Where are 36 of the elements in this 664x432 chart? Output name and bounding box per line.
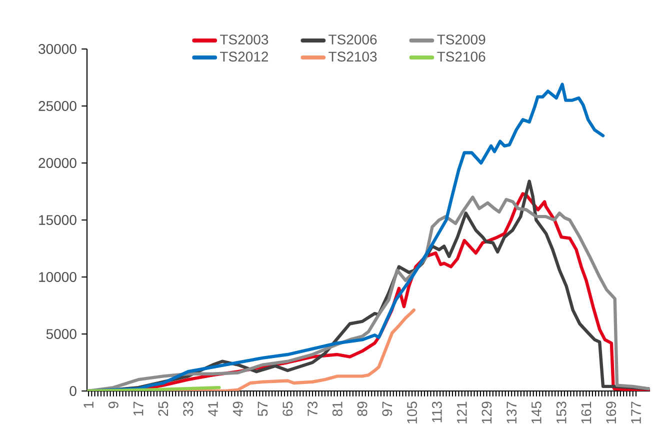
x-tick-label: 17 xyxy=(134,402,144,416)
x-tick-label: 161 xyxy=(581,402,592,424)
x-tick-label: 81 xyxy=(332,402,342,416)
x-tick-label: 25 xyxy=(158,402,168,416)
x-tick-label: 1 xyxy=(84,402,94,408)
y-tick-label: 30000 xyxy=(38,44,76,54)
y-tick-label: 0 xyxy=(70,386,76,396)
y-tick-label: 10000 xyxy=(39,272,76,282)
x-tick-label: 177 xyxy=(631,402,641,424)
legend-label: TS2012 xyxy=(220,52,268,62)
x-tick-label: 97 xyxy=(382,402,392,416)
x-tick-label: 65 xyxy=(282,402,293,416)
legend-label: TS2006 xyxy=(328,34,377,44)
x-tick-label: 105 xyxy=(407,402,418,424)
x-tick-label: 33 xyxy=(183,402,194,416)
x-tick-label: 73 xyxy=(308,402,318,416)
x-tick-label: 137 xyxy=(506,402,517,424)
x-tick-label: 49 xyxy=(232,402,243,416)
x-tick-label: 41 xyxy=(208,402,218,416)
legend-label: TS2103 xyxy=(328,52,377,62)
x-tick-label: 121 xyxy=(456,402,467,424)
x-tick-label: 153 xyxy=(556,402,566,424)
x-tick-label: 89 xyxy=(357,402,368,416)
x-tick-label: 145 xyxy=(532,402,542,424)
y-tick-label: 25000 xyxy=(38,101,76,111)
x-tick-label: 169 xyxy=(606,402,616,424)
x-tick-label: 129 xyxy=(482,402,492,424)
x-tick-label: 57 xyxy=(258,402,268,416)
y-tick-label: 5000 xyxy=(46,329,76,339)
legend-label: TS2106 xyxy=(437,52,486,62)
x-tick-label: 113 xyxy=(432,402,442,422)
x-tick-label: 9 xyxy=(108,402,118,408)
y-tick-label: 20000 xyxy=(38,158,76,168)
legend-label: TS2009 xyxy=(437,34,486,44)
y-tick-label: 15000 xyxy=(39,215,76,225)
legend-label: TS2003 xyxy=(220,34,268,44)
